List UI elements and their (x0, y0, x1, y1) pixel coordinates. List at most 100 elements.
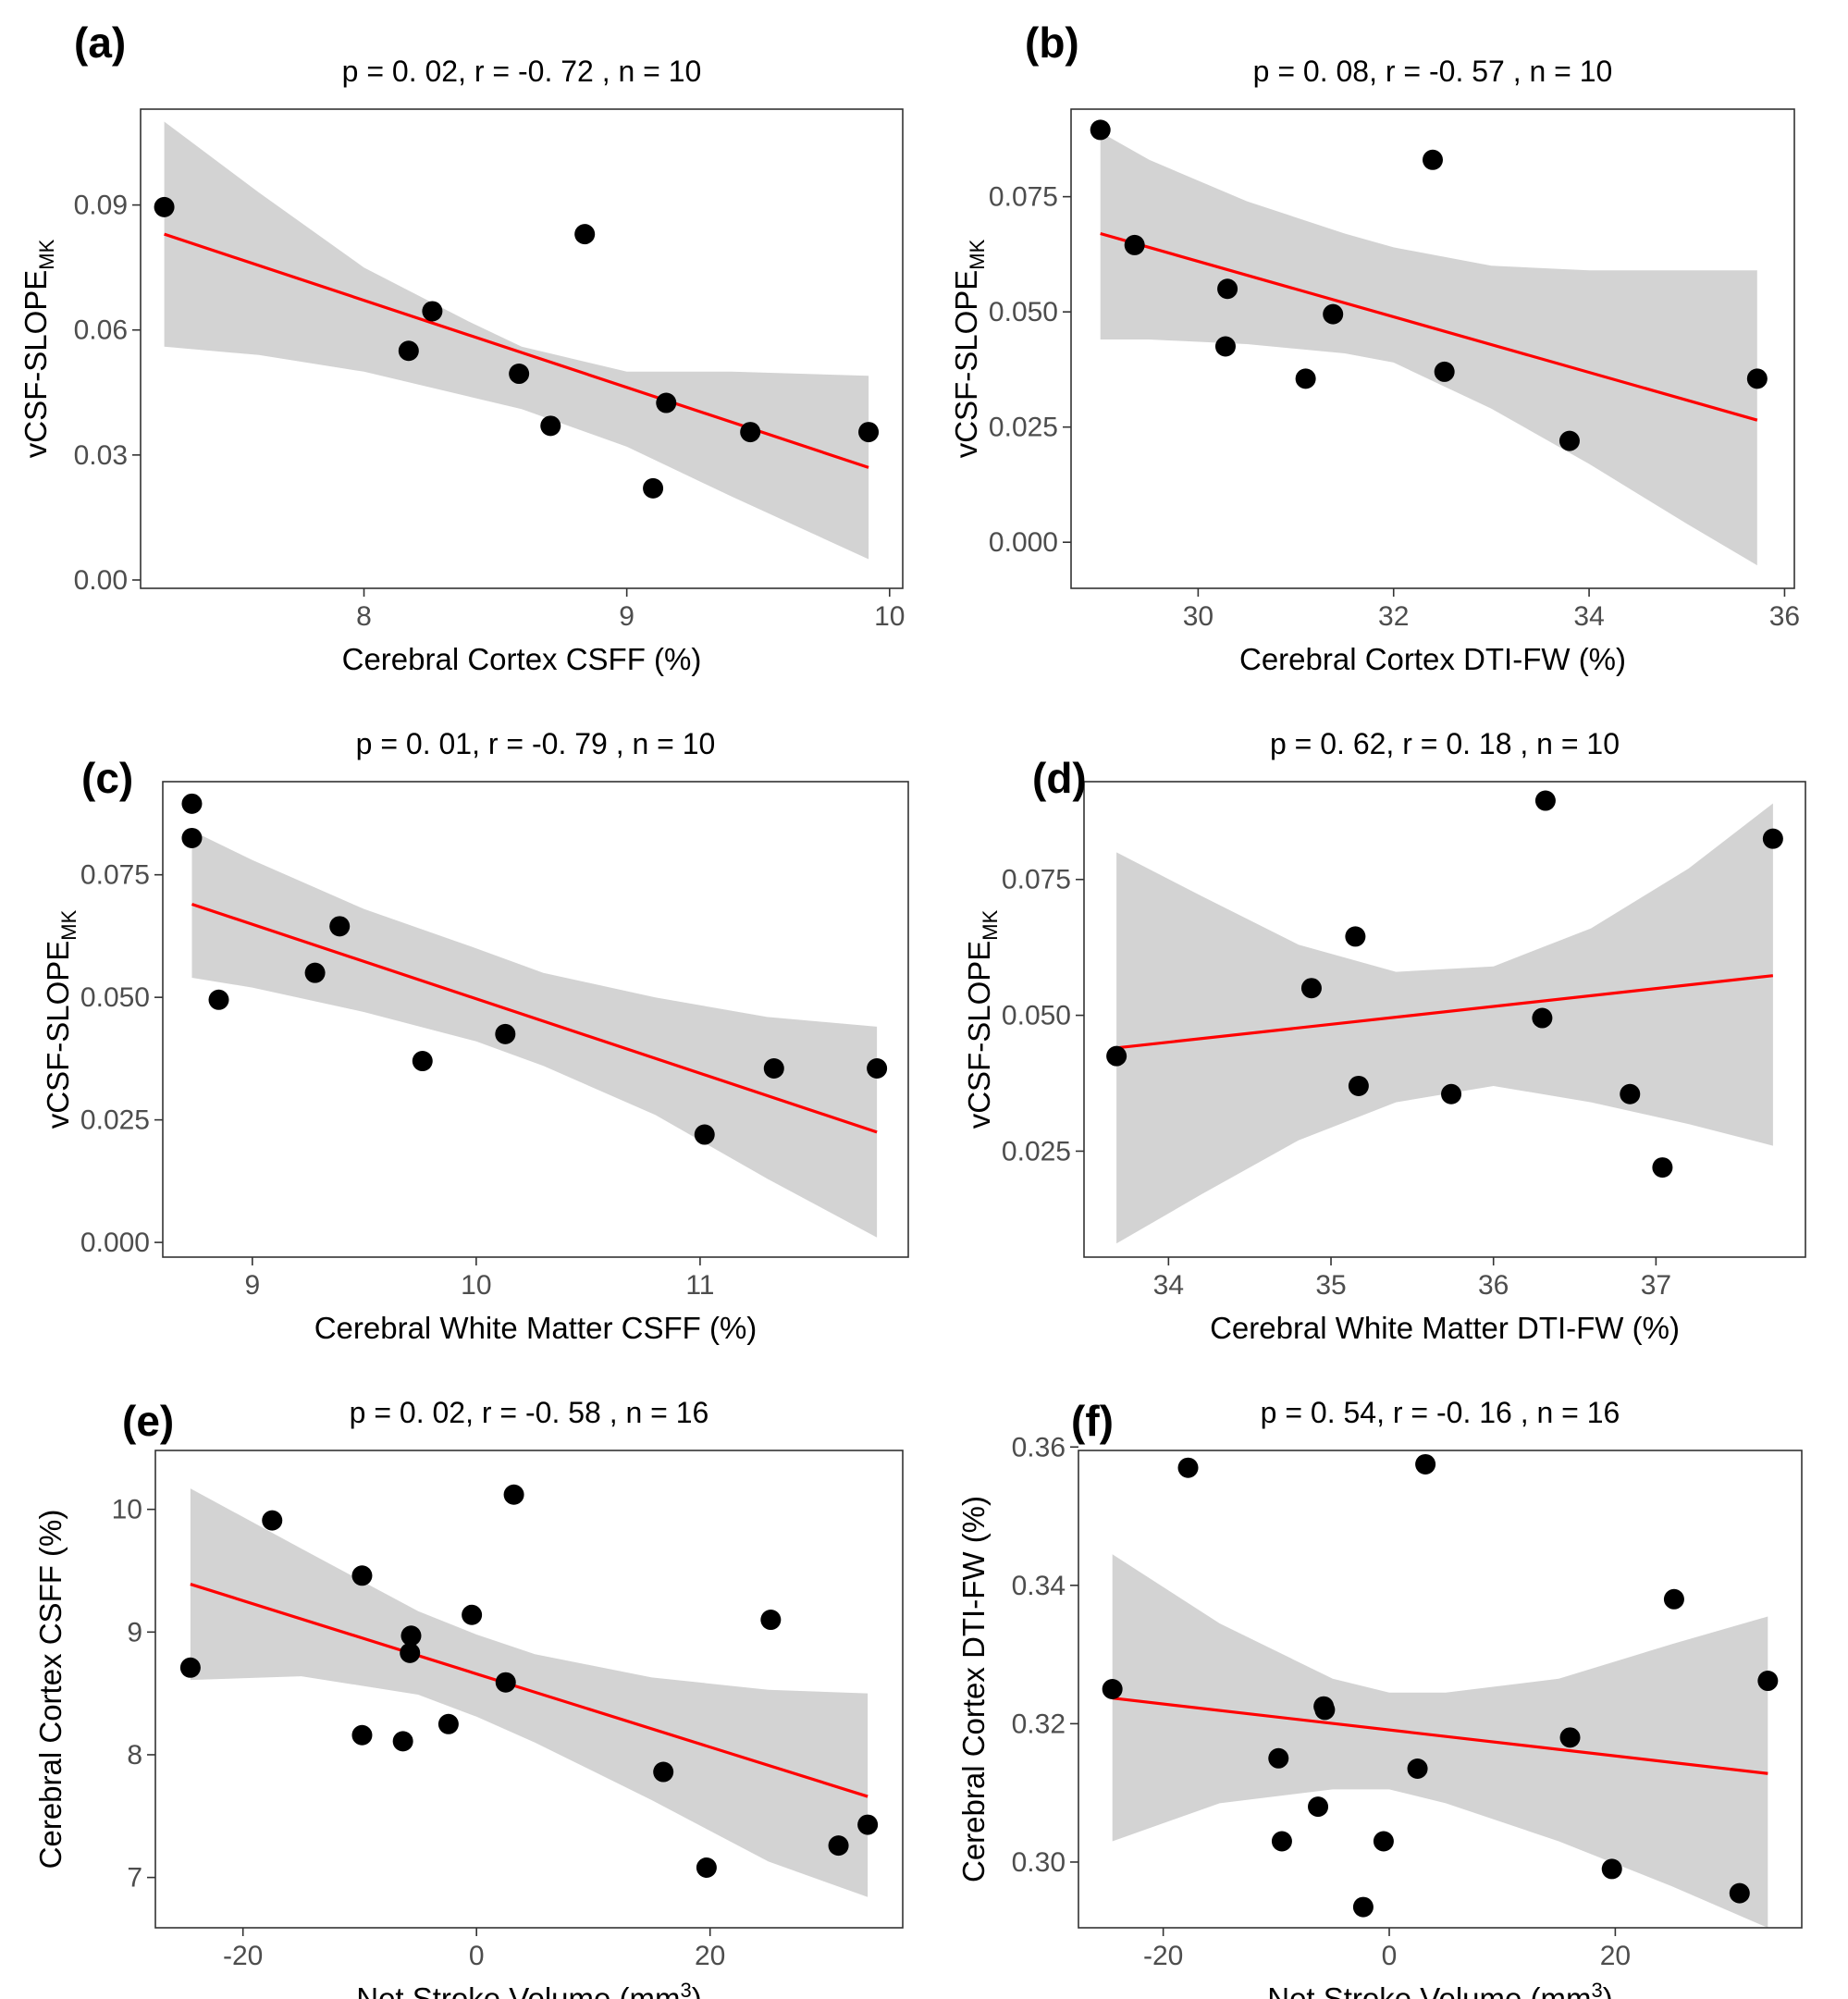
data-point (1652, 1157, 1673, 1178)
data-point (1102, 1679, 1123, 1699)
y-tick-label: 0.025 (1002, 1136, 1071, 1166)
y-axis-label: Cerebral Cortex DTI-FW (%) (956, 1496, 991, 1882)
data-point (1601, 1858, 1622, 1880)
data-point (1300, 978, 1322, 999)
panel-label: (a) (74, 19, 126, 67)
data-point (400, 1642, 421, 1663)
confidence-band (1112, 1554, 1768, 1928)
data-point (181, 827, 203, 848)
panel-label: (e) (122, 1397, 174, 1445)
y-tick-label: 0.025 (989, 413, 1058, 443)
data-point (760, 1610, 782, 1631)
confidence-band (1116, 803, 1773, 1244)
data-point (1348, 1075, 1369, 1096)
y-axis-label-sub: MK (966, 239, 989, 269)
data-point (1106, 1045, 1127, 1067)
data-point (208, 989, 229, 1010)
data-point (1323, 303, 1344, 325)
panel-label: (b) (1025, 19, 1079, 67)
x-axis-label: Cerebral Cortex DTI-FW (%) (1239, 642, 1626, 676)
data-point (696, 1857, 717, 1879)
data-point (1757, 1671, 1779, 1692)
x-tick-label: 0 (1382, 1941, 1398, 1971)
data-point (1295, 368, 1316, 389)
panel-b: 30 32 34 36 0.000 0.025 0.050 0.075 p = 0. 08, r… (949, 19, 1800, 676)
data-point (1729, 1882, 1750, 1904)
x-tick-label: 20 (1600, 1941, 1631, 1971)
data-point (495, 1672, 516, 1693)
data-point (1532, 1007, 1553, 1029)
x-axis-label: Net Stroke Volume (mm3) (356, 1979, 702, 1999)
data-point (828, 1835, 849, 1857)
data-point (1620, 1083, 1641, 1104)
plot-border (1083, 781, 1806, 1258)
data-point (329, 916, 351, 937)
y-axis-label-main: vCSF-SLOPE (18, 270, 53, 459)
x-axis-label-main: Net Stroke Volume (mm (356, 1981, 680, 1999)
data-point (858, 422, 880, 443)
data-point (181, 793, 203, 814)
x-tick-label: 35 (1315, 1270, 1346, 1301)
x-axis-label-sup: 3 (681, 1979, 692, 1999)
y-axis-label-sub: MK (979, 909, 1002, 940)
y-axis-label: vCSF-SLOPEMK (41, 909, 80, 1129)
regression-line (1100, 231, 1758, 422)
data-point (1407, 1758, 1428, 1779)
x-axis-label: Cerebral Cortex CSFF (%) (342, 642, 702, 676)
panel-a: 8 9 10 0.00 0.03 0.06 0.09 p = 0. 02, r = -0. 7… (18, 19, 905, 676)
data-point (392, 1731, 413, 1752)
plot-border (140, 108, 904, 589)
y-axis-label: vCSF-SLOPEMK (18, 239, 58, 458)
x-tick-label: 11 (685, 1270, 714, 1301)
y-tick-label: 7 (127, 1863, 142, 1894)
regression-line (190, 1583, 869, 1798)
data-point (540, 415, 561, 437)
y-tick-label: 0.000 (80, 1228, 150, 1258)
y-axis-label-main: Cerebral Cortex DTI-FW (%) (956, 1496, 991, 1882)
x-tick-label: 0 (469, 1941, 485, 1971)
data-point (1373, 1831, 1394, 1852)
x-tick-label: 30 (1183, 601, 1214, 632)
panel-label: (f) (1071, 1397, 1114, 1445)
data-point (740, 422, 761, 443)
x-axis-label: Cerebral White Matter DTI-FW (%) (1210, 1311, 1680, 1345)
data-point (1663, 1588, 1684, 1610)
y-tick-label: 0.075 (80, 860, 150, 891)
data-point (1415, 1453, 1436, 1475)
data-point (574, 224, 596, 245)
y-tick-label: 0.32 (1012, 1709, 1066, 1739)
x-tick-label: 37 (1641, 1270, 1671, 1301)
panel-e: -20 0 20 7 8 9 10 p = 0. 02, r = -0. 58 , n = 1… (33, 1396, 904, 1999)
chart-title: p = 0. 62, r = 0. 18 , n = 10 (1270, 727, 1620, 760)
confidence-band (1100, 131, 1757, 566)
chart-title: p = 0. 08, r = -0. 57 , n = 10 (1253, 55, 1613, 88)
regression-line (1112, 1697, 1768, 1775)
y-axis-label-main: Cerebral Cortex CSFF (%) (33, 1510, 68, 1869)
y-tick-label: 0.00 (74, 565, 128, 596)
data-point (179, 1657, 201, 1678)
data-point (351, 1724, 373, 1746)
x-tick-label: 36 (1478, 1270, 1509, 1301)
x-axis-label: Net Stroke Volume (mm3) (1267, 1979, 1613, 1999)
y-axis-label: vCSF-SLOPEMK (962, 909, 1002, 1129)
y-axis-label-sub: MK (35, 239, 58, 269)
y-tick-label: 9 (127, 1617, 142, 1647)
x-tick-label: 10 (874, 601, 905, 632)
x-tick-label: -20 (1143, 1941, 1183, 1971)
data-point (1762, 828, 1783, 849)
data-point (867, 1057, 888, 1079)
data-point (462, 1604, 483, 1625)
x-tick-label: 9 (619, 601, 634, 632)
data-point (262, 1510, 283, 1531)
data-point (857, 1814, 879, 1835)
x-axis-label-sup: 3 (1592, 1979, 1603, 1999)
panel-f: -20 0 20 0.30 0.32 0.34 0.36 p = 0. 54, r = -0.… (956, 1396, 1803, 1999)
data-point (1090, 119, 1111, 141)
data-point (1423, 149, 1443, 170)
y-tick-label: 0.03 (74, 440, 128, 471)
data-point (503, 1484, 524, 1505)
y-tick-label: 0.09 (74, 191, 128, 221)
y-axis-label-sub: MK (57, 909, 80, 940)
plot-border (154, 1450, 904, 1929)
